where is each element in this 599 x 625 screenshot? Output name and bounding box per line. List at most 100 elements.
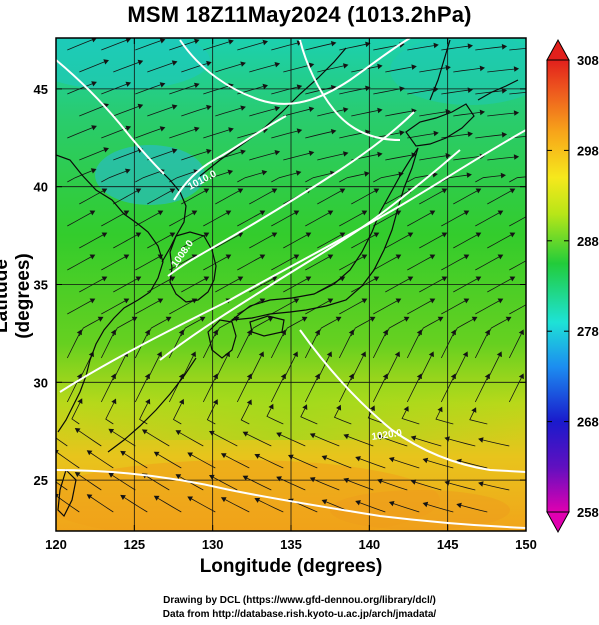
streamline-12 bbox=[475, 46, 503, 51]
streamline-217 bbox=[100, 377, 114, 403]
streamline-250 bbox=[280, 434, 306, 447]
streamline-arrowhead bbox=[305, 232, 312, 238]
streamline-arrowhead bbox=[403, 316, 410, 322]
streamline-arrowhead bbox=[175, 430, 182, 436]
streamline-251 bbox=[314, 435, 340, 447]
streamline-arrowhead bbox=[157, 254, 164, 260]
streamline-33 bbox=[271, 86, 298, 95]
streamline-arrowhead bbox=[212, 329, 218, 336]
colorbar: 258 268 278 288 298 308 bbox=[546, 38, 599, 534]
streamline-arrowhead bbox=[246, 373, 252, 380]
streamline-268 bbox=[427, 460, 454, 469]
isobar-low-north bbox=[179, 38, 411, 105]
streamline-277 bbox=[280, 478, 306, 491]
streamline-arrowhead bbox=[271, 232, 278, 238]
streamline-53 bbox=[487, 112, 515, 117]
streamline-10 bbox=[407, 45, 434, 51]
streamline-arrowhead bbox=[267, 316, 274, 322]
streamline-218 bbox=[134, 377, 148, 403]
streamline-arrowhead bbox=[348, 329, 354, 336]
streamline-arrowhead bbox=[433, 130, 439, 137]
streamline-61 bbox=[305, 131, 332, 139]
streamline-128 bbox=[283, 234, 308, 249]
streamline-280 bbox=[381, 480, 408, 491]
streamline-arrowhead bbox=[89, 210, 96, 216]
streamline-arrowhead bbox=[153, 495, 160, 501]
streamline-arrowhead bbox=[191, 254, 198, 260]
streamline-282 bbox=[449, 482, 476, 491]
streamline-38 bbox=[441, 89, 469, 95]
streamline-arrowhead bbox=[157, 298, 164, 304]
streamline-arrowhead bbox=[137, 59, 144, 66]
streamline-274 bbox=[179, 476, 204, 491]
streamline-arrowhead bbox=[403, 406, 409, 412]
streamline-arrowhead bbox=[377, 151, 383, 158]
streamline-arrowhead bbox=[532, 255, 538, 260]
streamline-arrowhead bbox=[240, 105, 246, 111]
streamline-138 bbox=[169, 256, 194, 271]
streamline-arrowhead bbox=[478, 437, 484, 443]
y-tick-label: 30 bbox=[34, 375, 48, 390]
streamline-arrowhead bbox=[123, 298, 130, 304]
streamline-54 bbox=[67, 127, 93, 139]
streamline-arrowhead bbox=[74, 428, 81, 434]
streamline-152 bbox=[181, 278, 206, 293]
streamline-arrowhead bbox=[91, 81, 97, 87]
streamline-arrowhead bbox=[288, 454, 294, 460]
streamline-arrowhead bbox=[76, 373, 82, 380]
streamline-arrowhead bbox=[518, 329, 524, 336]
streamline-131 bbox=[385, 234, 410, 249]
streamline-236 bbox=[266, 408, 284, 425]
streamline-155 bbox=[283, 278, 308, 293]
streamline-arrowhead bbox=[308, 106, 315, 112]
axis-ticks: 120 125 130 135 140 145 150 25 30 35 40 45 bbox=[34, 38, 537, 552]
streamline-65 bbox=[441, 133, 469, 139]
streamline-115 bbox=[305, 212, 330, 227]
streamline-arrowhead bbox=[145, 398, 151, 405]
streamline-71 bbox=[181, 151, 208, 161]
coast-asia-mainland bbox=[56, 154, 164, 433]
streamline-234 bbox=[206, 403, 216, 425]
streamline-arrowhead bbox=[101, 188, 108, 194]
streamline-arrowhead bbox=[377, 63, 383, 70]
streamline-79 bbox=[453, 156, 481, 161]
colorbar-top-arrow bbox=[546, 38, 570, 61]
streamline-arrowhead bbox=[178, 329, 184, 336]
streamline-232 bbox=[139, 403, 149, 425]
streamline-267 bbox=[393, 459, 420, 469]
streamline-arrowhead bbox=[203, 188, 210, 194]
colorbar-bottom-arrow bbox=[546, 511, 570, 534]
streamline-42 bbox=[113, 106, 139, 117]
streamline-arrowhead bbox=[246, 329, 252, 336]
streamline-arrowhead bbox=[509, 232, 516, 238]
streamline-arrowhead bbox=[76, 329, 82, 336]
streamline-arrowhead bbox=[308, 150, 315, 156]
streamline-23 bbox=[385, 66, 412, 73]
streamline-arrowhead bbox=[422, 501, 429, 508]
streamline-arrowhead bbox=[321, 455, 328, 461]
streamline-arrowhead bbox=[305, 276, 312, 282]
x-tick-label: 150 bbox=[515, 537, 537, 552]
streamline-arrowhead bbox=[190, 351, 196, 358]
colorbar-tick-label: 258 bbox=[577, 505, 599, 520]
streamline-64 bbox=[407, 133, 434, 139]
streamline-arrowhead bbox=[467, 43, 473, 49]
streamline-arrowhead bbox=[254, 497, 261, 503]
streamline-110 bbox=[135, 212, 160, 227]
colorbar-tick-label: 288 bbox=[577, 234, 599, 249]
coast-taiwan bbox=[57, 468, 77, 518]
streamline-248 bbox=[213, 433, 238, 447]
x-tick-label: 120 bbox=[45, 537, 67, 552]
streamline-arrowhead bbox=[466, 172, 472, 178]
streamline-arrowhead bbox=[108, 472, 115, 478]
streamline-18 bbox=[215, 63, 242, 73]
streamline-111 bbox=[169, 212, 194, 227]
streamline-arrowhead bbox=[194, 82, 200, 88]
streamline-arrowhead bbox=[361, 298, 368, 304]
streamline-50 bbox=[385, 110, 412, 117]
streamline-99 bbox=[215, 190, 240, 205]
streamline-arrowhead bbox=[450, 373, 456, 380]
streamline-253 bbox=[381, 436, 408, 447]
streamline-arrowhead bbox=[343, 477, 349, 484]
streamline-235 bbox=[240, 403, 250, 425]
